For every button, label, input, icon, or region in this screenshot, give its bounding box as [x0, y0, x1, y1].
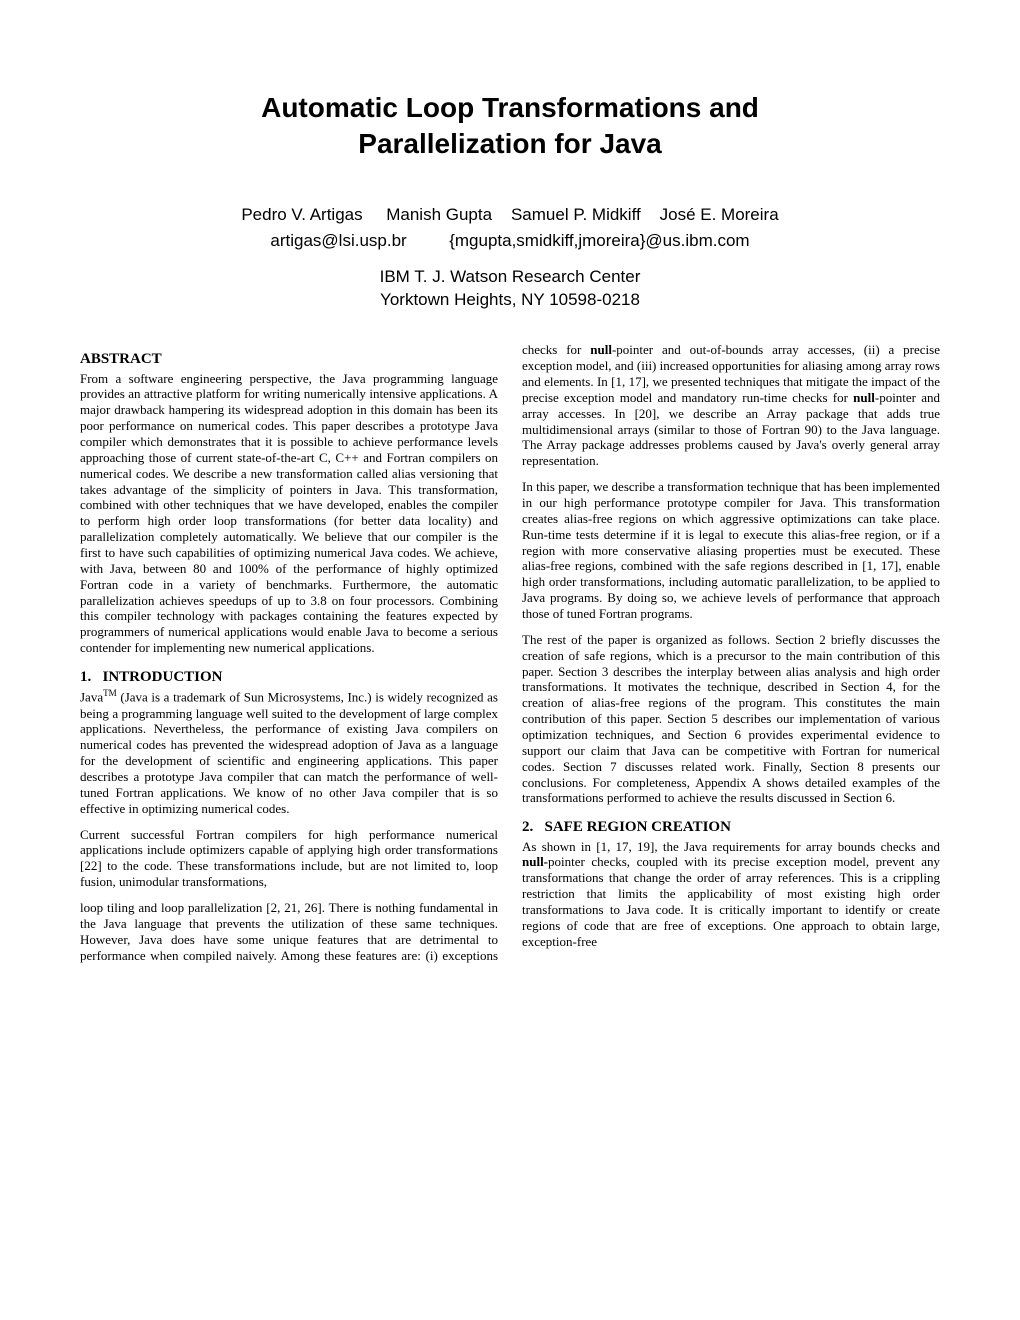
right-paragraph-3: The rest of the paper is organized as fo…	[522, 632, 940, 806]
safe-paragraph-1: As shown in [1, 17, 19], the Java requir…	[522, 839, 940, 950]
abstract-text: From a software engineering perspective,…	[80, 371, 498, 656]
affiliation-line-2: Yorktown Heights, NY 10598-0218	[380, 290, 640, 309]
intro-paragraph-1: JavaTM (Java is a trademark of Sun Micro…	[80, 688, 498, 816]
title-line-2: Parallelization for Java	[358, 128, 661, 159]
authors-names: Pedro V. Artigas Manish Gupta Samuel P. …	[80, 203, 940, 227]
paper-page: Automatic Loop Transformations and Paral…	[0, 0, 1020, 1003]
authors-emails: artigas@lsi.usp.br {mgupta,smidkiff,jmor…	[80, 229, 940, 253]
safe-p1-bold: null-	[522, 854, 548, 869]
affiliation-line-1: IBM T. J. Watson Research Center	[380, 267, 641, 286]
intro-paragraph-2: Current successful Fortran compilers for…	[80, 827, 498, 890]
rc-p1-bold1: null	[590, 342, 612, 357]
intro-prefix: Java	[80, 690, 103, 705]
rc-p1-bold2: null	[853, 390, 875, 405]
paper-title: Automatic Loop Transformations and Paral…	[80, 90, 940, 163]
body-columns: ABSTRACT From a software engineering per…	[80, 342, 940, 963]
safe-heading: 2. SAFE REGION CREATION	[522, 818, 940, 836]
right-paragraph-2: In this paper, we describe a transformat…	[522, 479, 940, 622]
title-line-1: Automatic Loop Transformations and	[261, 92, 759, 123]
safe-p1-part2: pointer checks, coupled with its precise…	[522, 854, 940, 948]
abstract-heading: ABSTRACT	[80, 350, 498, 368]
intro-heading: 1. INTRODUCTION	[80, 668, 498, 686]
safe-p1-part1: As shown in [1, 17, 19], the Java requir…	[522, 839, 940, 854]
authors-block: Pedro V. Artigas Manish Gupta Samuel P. …	[80, 203, 940, 253]
intro-sup: TM	[103, 688, 117, 698]
affiliation: IBM T. J. Watson Research Center Yorktow…	[80, 266, 940, 312]
intro-rest: (Java is a trademark of Sun Microsystems…	[80, 690, 498, 816]
